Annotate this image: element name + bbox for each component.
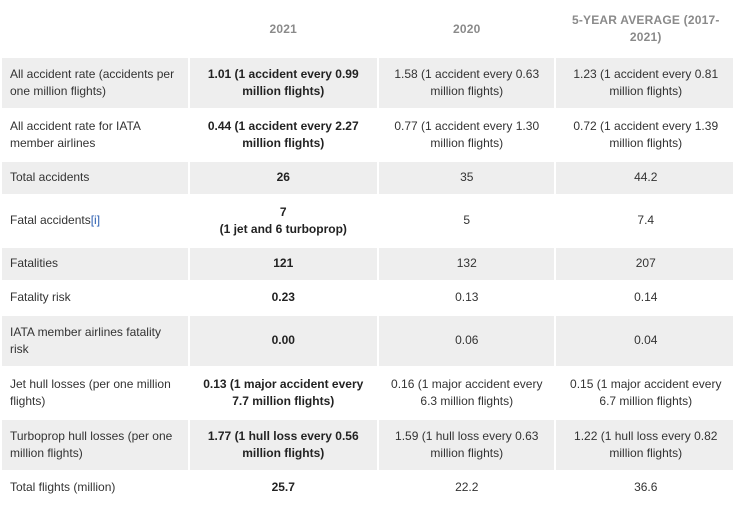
cell-2021: 25.7 xyxy=(189,472,378,504)
table-row: Total accidents 26 35 44.2 xyxy=(2,162,733,194)
table-row: Fatalities 121 132 207 xyxy=(2,248,733,280)
header-5-year-average: 5-YEAR AVERAGE (2017-2021) xyxy=(556,2,733,56)
row-label: Turboprop hull losses (per one million f… xyxy=(2,420,188,470)
table-body: All accident rate (accidents per one mil… xyxy=(2,58,733,504)
table-row: IATA member airlines fatality risk 0.00 … xyxy=(2,316,733,366)
cell-2020: 1.59 (1 hull loss every 0.63 million fli… xyxy=(379,420,555,470)
cell-average: 1.22 (1 hull loss every 0.82 million fli… xyxy=(556,420,733,470)
header-row: 2021 2020 5-YEAR AVERAGE (2017-2021) xyxy=(2,2,733,56)
cell-2020: 5 xyxy=(379,196,555,246)
cell-average: 44.2 xyxy=(556,162,733,194)
cell-2021-detail: (1 jet and 6 turboprop) xyxy=(219,222,347,236)
cell-2020: 0.13 xyxy=(379,282,555,314)
row-label: Jet hull losses (per one million flights… xyxy=(2,368,188,418)
cell-2021: 7 (1 jet and 6 turboprop) xyxy=(189,196,378,246)
table-row: Jet hull losses (per one million flights… xyxy=(2,368,733,418)
table-header: 2021 2020 5-YEAR AVERAGE (2017-2021) xyxy=(2,2,733,56)
cell-2021: 121 xyxy=(189,248,378,280)
row-label: Fatalities xyxy=(2,248,188,280)
cell-average: 0.04 xyxy=(556,316,733,366)
cell-2020: 132 xyxy=(379,248,555,280)
cell-2021: 1.77 (1 hull loss every 0.56 million fli… xyxy=(189,420,378,470)
cell-2020: 0.77 (1 accident every 1.30 million flig… xyxy=(379,110,555,160)
table-row: All accident rate (accidents per one mil… xyxy=(2,58,733,108)
cell-2020: 1.58 (1 accident every 0.63 million flig… xyxy=(379,58,555,108)
cell-2020: 22.2 xyxy=(379,472,555,504)
row-label-text: Fatal accidents xyxy=(10,213,91,228)
cell-average: 207 xyxy=(556,248,733,280)
row-label: Total flights (million) xyxy=(2,472,188,504)
row-label: Fatal accidents[i] xyxy=(2,196,188,246)
cell-average: 0.14 xyxy=(556,282,733,314)
cell-2021: 0.13 (1 major accident every 7.7 million… xyxy=(189,368,378,418)
header-empty xyxy=(2,2,188,56)
cell-average: 7.4 xyxy=(556,196,733,246)
row-label: All accident rate (accidents per one mil… xyxy=(2,58,188,108)
table-row: Fatality risk 0.23 0.13 0.14 xyxy=(2,282,733,314)
table-row: All accident rate for IATA member airlin… xyxy=(2,110,733,160)
header-2020: 2020 xyxy=(379,2,555,56)
table-row: Fatal accidents[i] 7 (1 jet and 6 turbopr… xyxy=(2,196,733,246)
cell-2021-value: 7 xyxy=(279,204,287,219)
cell-2020: 0.06 xyxy=(379,316,555,366)
table-row: Total flights (million) 25.7 22.2 36.6 xyxy=(2,472,733,504)
table-row: Turboprop hull losses (per one million f… xyxy=(2,420,733,470)
cell-2021: 0.23 xyxy=(189,282,378,314)
footnote-link[interactable]: [i] xyxy=(90,213,101,228)
cell-2021: 0.00 xyxy=(189,316,378,366)
cell-2021: 1.01 (1 accident every 0.99 million flig… xyxy=(189,58,378,108)
cell-2021: 0.44 (1 accident every 2.27 million flig… xyxy=(189,110,378,160)
cell-average: 36.6 xyxy=(556,472,733,504)
cell-average: 0.15 (1 major accident every 6.7 million… xyxy=(556,368,733,418)
row-label: All accident rate for IATA member airlin… xyxy=(2,110,188,160)
row-label: IATA member airlines fatality risk xyxy=(2,316,188,366)
cell-average: 0.72 (1 accident every 1.39 million flig… xyxy=(556,110,733,160)
cell-average: 1.23 (1 accident every 0.81 million flig… xyxy=(556,58,733,108)
row-label: Fatality risk xyxy=(2,282,188,314)
cell-2020: 35 xyxy=(379,162,555,194)
row-label: Total accidents xyxy=(2,162,188,194)
cell-2020: 0.16 (1 major accident every 6.3 million… xyxy=(379,368,555,418)
cell-2021: 26 xyxy=(189,162,378,194)
header-2021: 2021 xyxy=(189,2,378,56)
